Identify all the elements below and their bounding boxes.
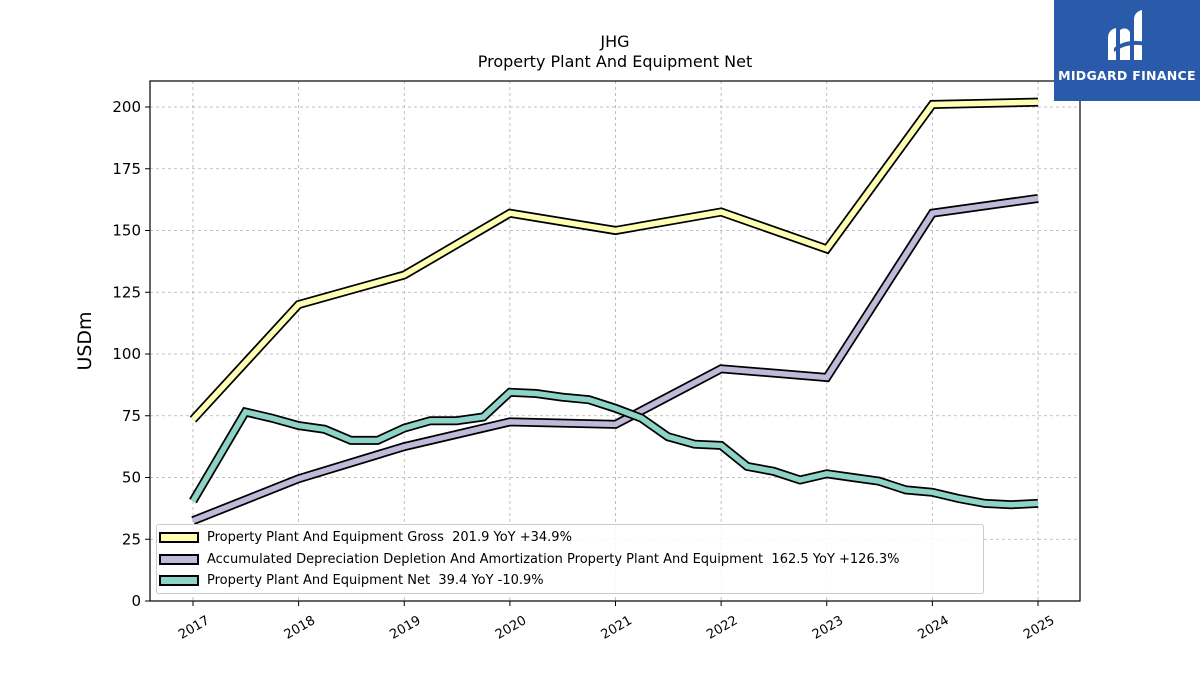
series-line bbox=[191, 195, 1039, 524]
legend-label: Property Plant And Equipment Gross 201.9… bbox=[207, 529, 572, 545]
series-line bbox=[190, 99, 1039, 422]
chart-legend: Property Plant And Equipment Gross 201.9… bbox=[156, 524, 984, 594]
x-tick-label: 2022 bbox=[704, 613, 740, 643]
grid-lines bbox=[150, 81, 1080, 602]
x-tick-label: 2021 bbox=[599, 613, 635, 643]
x-tick-label: 2020 bbox=[493, 613, 529, 643]
legend-swatch bbox=[159, 531, 199, 543]
y-tick-label: 75 bbox=[122, 407, 141, 425]
x-tick-label: 2023 bbox=[810, 613, 846, 643]
y-tick-label: 100 bbox=[112, 345, 141, 363]
y-tick-label: 200 bbox=[112, 98, 141, 116]
y-tick-label: 125 bbox=[112, 283, 141, 301]
legend-label: Property Plant And Equipment Net 39.4 Yo… bbox=[207, 572, 544, 588]
x-tick-label: 2025 bbox=[1021, 613, 1057, 643]
y-tick-label: 25 bbox=[122, 530, 141, 548]
legend-item: Accumulated Depreciation Depletion And A… bbox=[157, 549, 899, 569]
series-line bbox=[190, 389, 1039, 508]
y-tick-label: 175 bbox=[112, 160, 141, 178]
x-tick-label: 2019 bbox=[387, 613, 423, 643]
x-tick-label: 2018 bbox=[282, 613, 318, 643]
x-tick-label: 2024 bbox=[916, 613, 952, 643]
y-tick-label: 150 bbox=[112, 222, 141, 240]
x-axis: 2017 2018 2019 2020 2021 2022 2023 2024 2025 bbox=[176, 601, 1057, 643]
y-tick-label: 50 bbox=[122, 469, 141, 487]
chart-title: JHG bbox=[600, 32, 630, 51]
y-axis: 0 25 50 75 100 125 150 175 200 bbox=[112, 98, 150, 610]
plot-frame bbox=[149, 80, 1081, 602]
legend-item: Property Plant And Equipment Gross 201.9… bbox=[157, 527, 572, 547]
legend-swatch bbox=[159, 553, 199, 565]
y-axis-label: USDm bbox=[74, 311, 96, 370]
legend-swatch bbox=[159, 574, 199, 586]
x-tick-label: 2017 bbox=[176, 613, 212, 643]
logo-text: MIDGARD FINANCE bbox=[1058, 68, 1196, 83]
legend-item: Property Plant And Equipment Net 39.4 Yo… bbox=[157, 570, 544, 590]
series-lines bbox=[189, 97, 1039, 525]
logo-mark-icon bbox=[1108, 10, 1146, 60]
y-tick-label: 0 bbox=[131, 592, 141, 610]
chart-subtitle: Property Plant And Equipment Net bbox=[477, 52, 753, 71]
legend-label: Accumulated Depreciation Depletion And A… bbox=[207, 551, 900, 567]
brand-logo: MIDGARD FINANCE bbox=[1054, 0, 1200, 101]
